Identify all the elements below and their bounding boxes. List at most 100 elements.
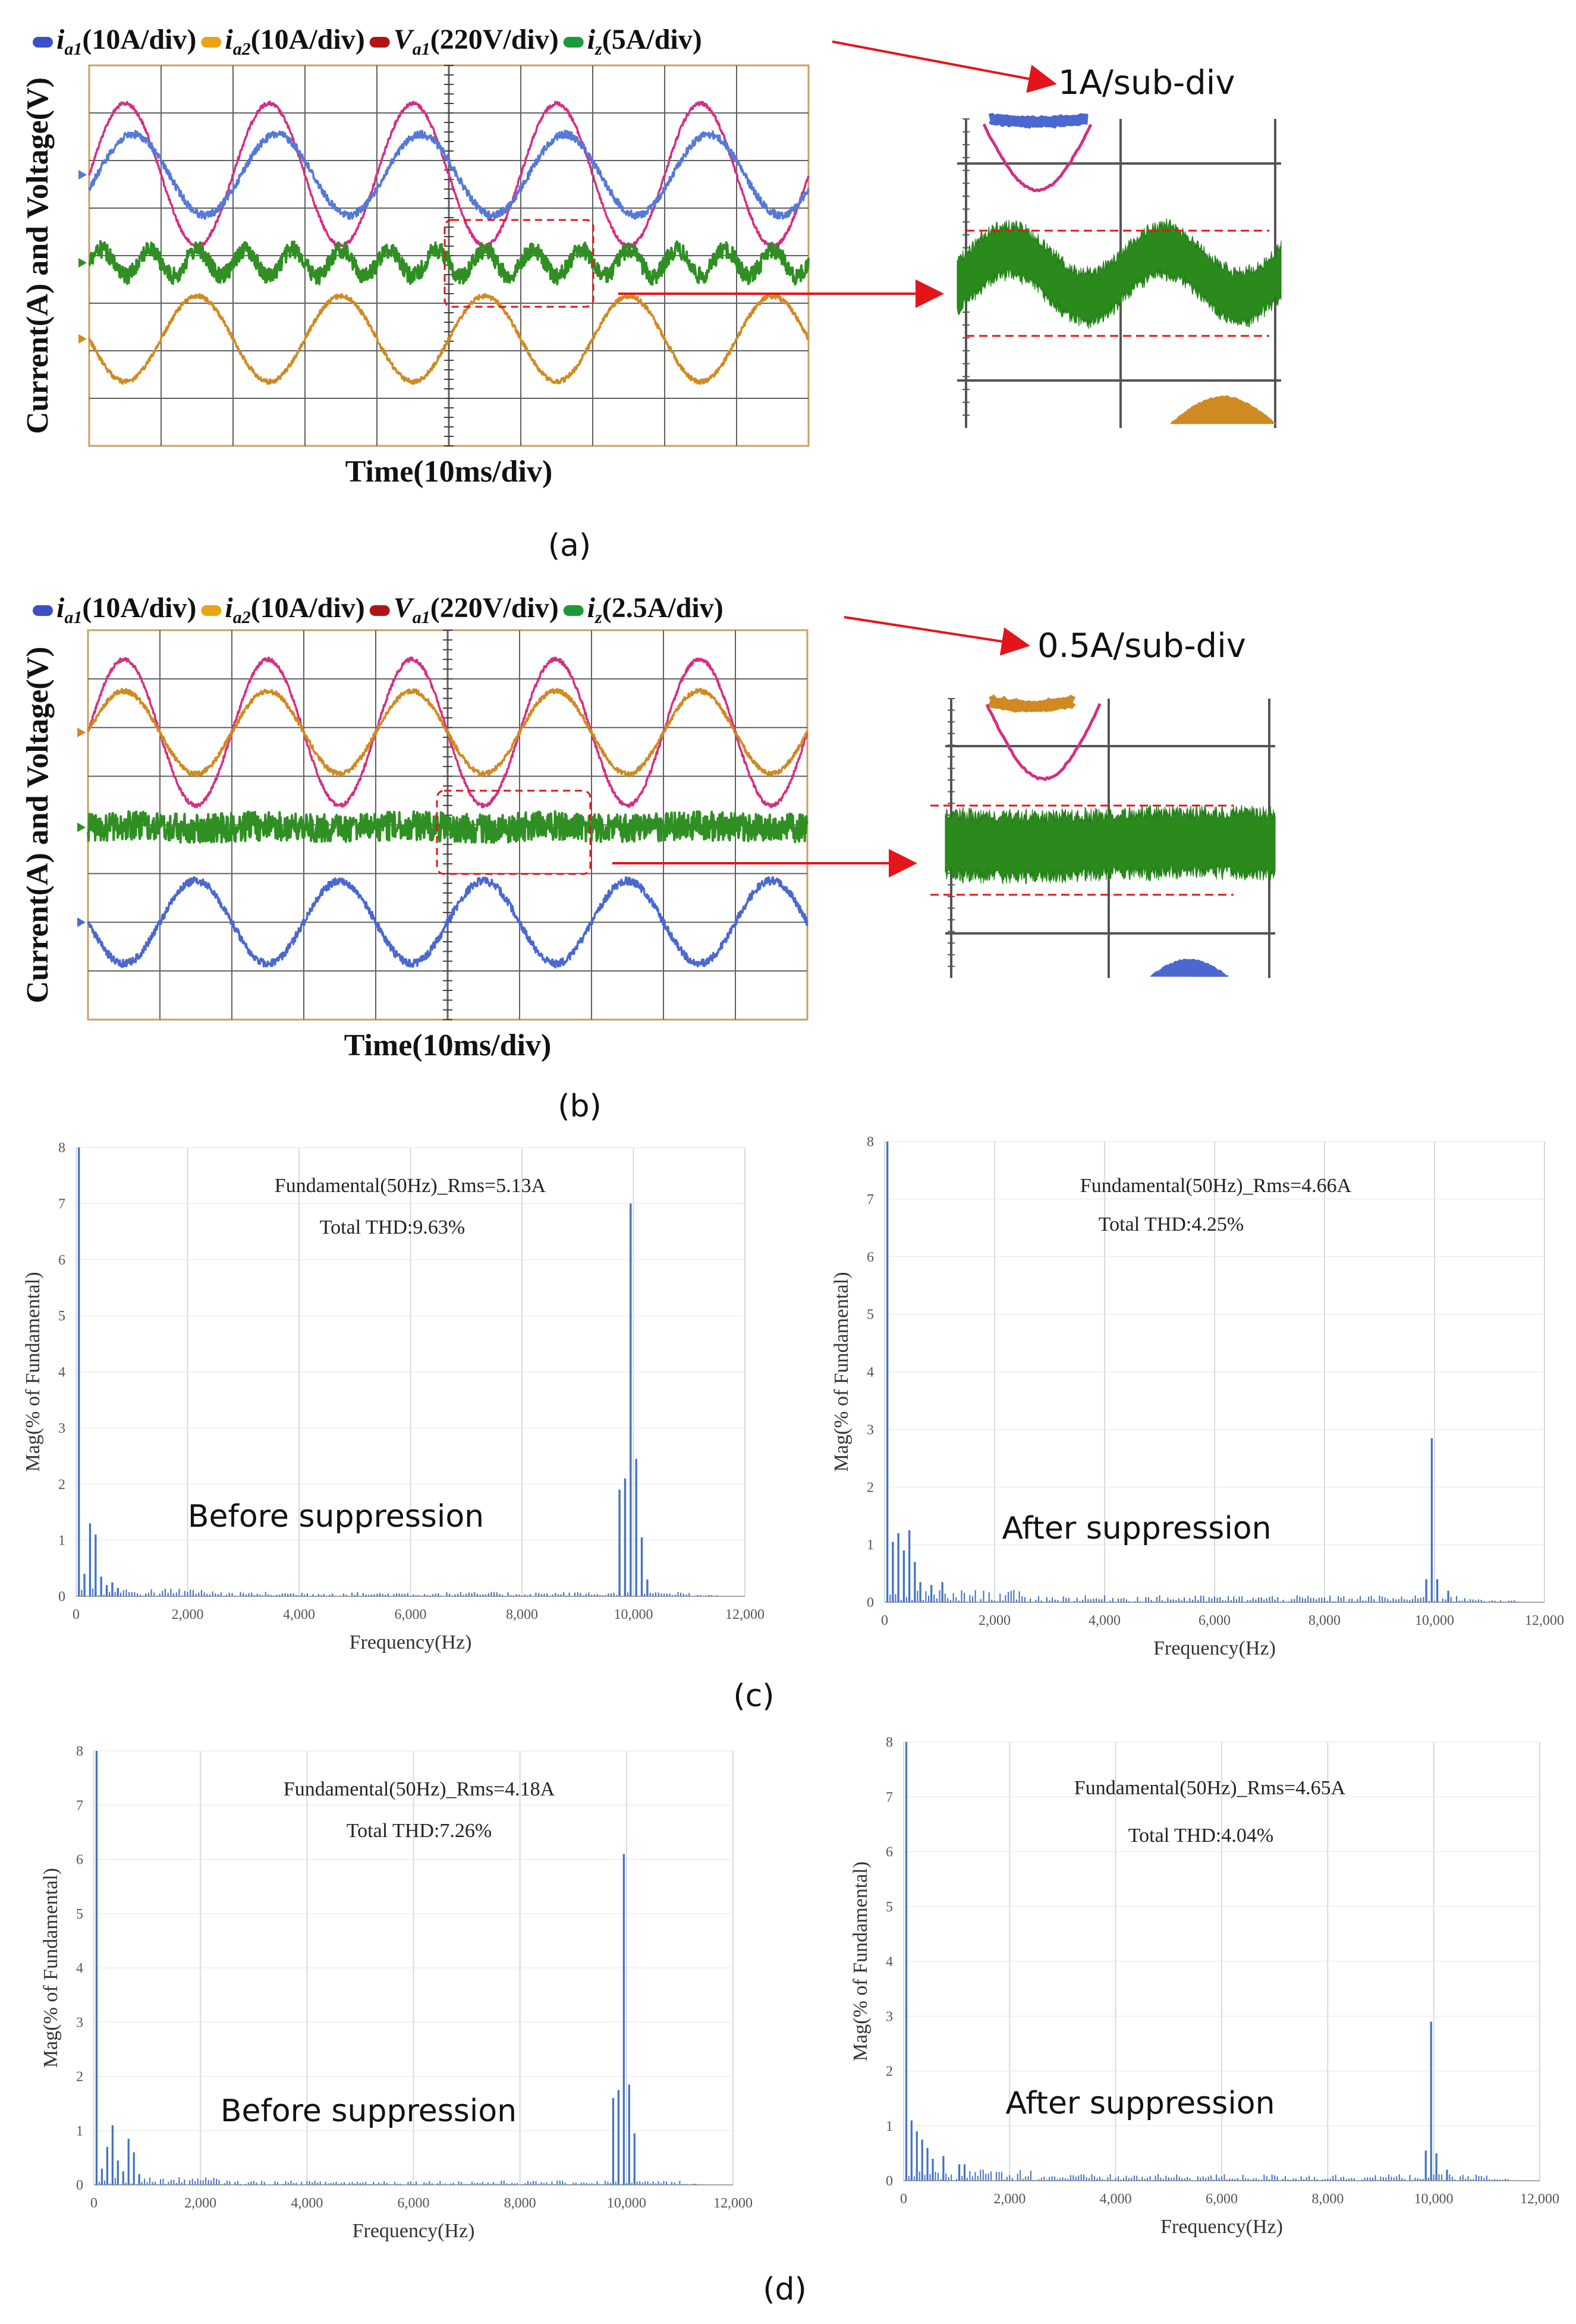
spectrum-bar (1357, 1599, 1358, 1602)
y-tick-label: 1 (76, 2124, 83, 2139)
legend-label: ia2(10A/div) (225, 24, 364, 59)
spectrum-bar (207, 2180, 209, 2185)
spectrum-bar (468, 1592, 470, 1596)
spectrum-bar (527, 1595, 529, 1596)
spectrum-bar (1210, 2175, 1212, 2181)
spectrum-bar (1138, 2180, 1140, 2181)
spectrum-bar (1072, 2175, 1074, 2181)
spectrum-bar (1364, 2177, 1366, 2181)
spectrum-bar (490, 2183, 492, 2185)
spectrum-bar (1345, 2179, 1347, 2181)
spectrum-bar-peak (914, 1562, 916, 1602)
spectrum-bar (911, 1599, 913, 1602)
spectrum-bar (947, 1598, 949, 1602)
spectrum-bar (226, 2180, 228, 2185)
inset-curve (988, 112, 1089, 129)
spectrum-bar (170, 2180, 172, 2185)
spectrum-bar (1253, 2178, 1254, 2181)
spectrum-bar (1030, 2171, 1032, 2181)
spectrum-bar (263, 2181, 265, 2185)
spectrum-bar (1056, 2179, 1058, 2181)
spectrum-bar (1395, 1599, 1397, 1602)
spectrum-bar (1353, 2178, 1355, 2181)
waveform-ia1 (87, 876, 809, 969)
sub-division-scale-label: 1A/sub-div (1058, 64, 1235, 102)
spectrum-bar (1197, 2176, 1198, 2181)
spectrum-bar (134, 1592, 136, 1596)
spectrum-bar (265, 1592, 266, 1596)
spectrum-bar (1017, 2174, 1018, 2181)
spectrum-bar (184, 1590, 185, 1596)
spectrum-bar (631, 2183, 633, 2185)
spectrum-bar (596, 1593, 598, 1596)
y-tick-label: 8 (867, 1134, 874, 1150)
spectrum-bar (502, 1595, 504, 1596)
y-tick-label: 4 (886, 1954, 893, 1970)
spectrum-bar (1144, 2178, 1146, 2181)
spectrum-bar (203, 1592, 205, 1596)
spectrum-bar (557, 1594, 559, 1596)
spectrum-bar-peak (958, 2164, 961, 2181)
spectrum-bar (1156, 1597, 1157, 1602)
spectrum-bar (1472, 1599, 1474, 1602)
spectrum-bar (1079, 1600, 1081, 1602)
spectrum-bar (1046, 2179, 1047, 2181)
panel-b: ia1(10A/div) ia2(10A/div) Va1(220V/div) iz(… (21, 592, 1276, 1124)
legend-swatch (33, 37, 53, 48)
spectrum-bar (432, 1594, 434, 1596)
spectrum-bar (240, 1592, 241, 1596)
spectrum-bar (1332, 1601, 1333, 1602)
spectrum-bar (1374, 2175, 1376, 2181)
spectrum-bar (1308, 2175, 1310, 2181)
x-tick-label: 0 (900, 2191, 907, 2207)
spectrum-bar (159, 2179, 161, 2185)
spectrum-bar (697, 1595, 699, 1596)
spectrum-bar (229, 2181, 231, 2185)
spectrum-bar (515, 1594, 517, 1596)
spectrum-bar (663, 1593, 665, 1596)
spectrum-bar (1492, 1600, 1493, 1602)
y-tick-label: 7 (76, 1798, 83, 1813)
legend-swatch (369, 605, 390, 616)
spectrum-bar (1475, 2174, 1477, 2181)
y-axis-title: Mag(% of Fundamental) (831, 1272, 853, 1471)
spectrum-bar (553, 2184, 555, 2185)
spectrum-bar (697, 2184, 699, 2185)
spectrum-bar (517, 2183, 518, 2185)
y-tick-label: 1 (58, 1533, 65, 1549)
spectrum-bar (1369, 2177, 1371, 2181)
inset-curve-bottom (1169, 395, 1276, 425)
spectrum-bar (1109, 2174, 1111, 2181)
spectrum-bar (413, 1594, 414, 1596)
spectrum-bar (445, 2183, 446, 2185)
spectrum-bar (533, 2181, 534, 2185)
spectrum-bar (1086, 2177, 1087, 2181)
spectrum-bar (596, 2181, 598, 2185)
spectrum-bar (114, 2178, 116, 2185)
spectrum-bar (81, 1590, 83, 1596)
spectrum-bar (418, 1595, 420, 1596)
spectrum-bar (1459, 2176, 1461, 2181)
spectrum-bar (482, 1594, 484, 1596)
spectrum-bar (1318, 1597, 1320, 1602)
spectrum-bar (895, 1594, 896, 1602)
spectrum-bar (687, 2184, 688, 2185)
spectrum-bar (889, 1594, 891, 1602)
spectrum-bar (269, 2184, 270, 2185)
spectrum-bar (543, 1593, 545, 1596)
spectrum-bar (969, 1595, 971, 1602)
spectrum-bar (589, 2183, 590, 2185)
spectrum-bar (401, 1594, 403, 1596)
spectrum-bar-peak (624, 1478, 627, 1596)
spectrum-bar (1329, 2178, 1331, 2181)
legend-to-scale-arrow (832, 40, 1057, 93)
y-tick-label: 4 (76, 1961, 83, 1976)
spectrum-bar (393, 1594, 395, 1596)
spectrum-bar (237, 2181, 238, 2185)
spectrum-bar (206, 1593, 208, 1596)
spectrum-bar (1123, 1597, 1125, 1602)
spectrum-bar (1377, 2180, 1379, 2181)
y-axis-title: Current(A) and Voltage(V) (21, 647, 55, 1004)
spectrum-bar (209, 1595, 211, 1596)
spectrum-bar (128, 1592, 130, 1596)
